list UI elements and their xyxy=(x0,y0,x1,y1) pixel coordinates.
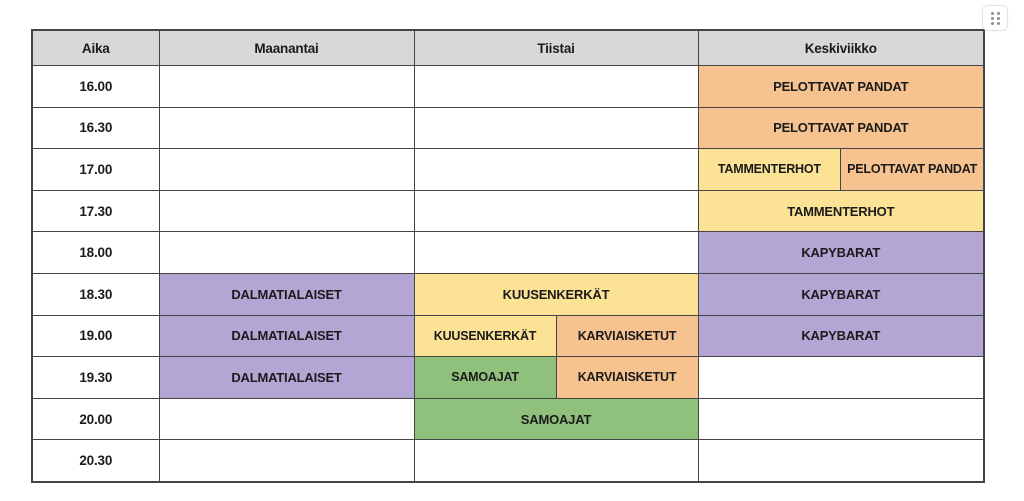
table-row: 20.00 SAMOAJAT xyxy=(31,397,985,441)
schedule-block[interactable]: DALMATIALAISET xyxy=(158,272,415,316)
schedule-block[interactable]: SAMOAJAT xyxy=(415,357,556,398)
schedule-block[interactable]: TAMMENTERHOT xyxy=(699,149,841,190)
schedule-cell-empty[interactable] xyxy=(158,189,415,233)
table-row: 17.30 TAMMENTERHOT xyxy=(31,189,985,233)
schedule-cell-empty[interactable] xyxy=(697,439,985,483)
schedule-block[interactable]: KUUSENKERKÄT xyxy=(415,316,556,356)
schedule-block[interactable]: TAMMENTERHOT xyxy=(697,189,985,233)
schedule-block[interactable]: KAPYBARAT xyxy=(697,272,985,316)
schedule-cell-empty[interactable] xyxy=(413,106,699,150)
schedule-cell-empty[interactable] xyxy=(413,148,699,191)
schedule-block[interactable]: KARVIAISKETUT xyxy=(555,357,697,398)
timetable: Aika Maanantai Tiistai Keskiviikko 16.00… xyxy=(31,29,985,483)
time-cell[interactable]: 16.30 xyxy=(31,106,160,150)
schedule-block[interactable]: DALMATIALAISET xyxy=(158,314,415,358)
time-cell[interactable]: 17.30 xyxy=(31,189,160,233)
schedule-cell-empty[interactable] xyxy=(158,439,415,483)
drag-handle-button[interactable] xyxy=(982,5,1008,31)
time-cell[interactable]: 17.00 xyxy=(31,148,160,191)
column-header-aika[interactable]: Aika xyxy=(31,29,160,66)
schedule-cell-empty[interactable] xyxy=(413,231,699,274)
table-row: 16.30 PELOTTAVAT PANDAT xyxy=(31,106,985,150)
schedule-cell-empty[interactable] xyxy=(697,397,985,441)
header-row: Aika Maanantai Tiistai Keskiviikko xyxy=(31,29,985,66)
time-cell[interactable]: 18.30 xyxy=(31,272,160,316)
column-header-keskiviikko[interactable]: Keskiviikko xyxy=(697,29,985,66)
schedule-cell: SAMOAJAT KARVIAISKETUT xyxy=(413,356,699,399)
table-row: 16.00 PELOTTAVAT PANDAT xyxy=(31,65,985,108)
schedule-cell-empty[interactable] xyxy=(158,397,415,441)
time-cell[interactable]: 19.30 xyxy=(31,356,160,399)
schedule-block[interactable]: PELOTTAVAT PANDAT xyxy=(840,149,983,190)
schedule-block[interactable]: KUUSENKERKÄT xyxy=(413,272,699,316)
schedule-cell-empty[interactable] xyxy=(413,65,699,108)
table-row: 19.30 DALMATIALAISET SAMOAJAT KARVIAISKE… xyxy=(31,356,985,399)
time-cell[interactable]: 19.00 xyxy=(31,314,160,358)
time-cell[interactable]: 18.00 xyxy=(31,231,160,274)
schedule-block[interactable]: KARVIAISKETUT xyxy=(555,316,697,356)
column-header-tiistai[interactable]: Tiistai xyxy=(413,29,699,66)
schedule-cell: TAMMENTERHOT PELOTTAVAT PANDAT xyxy=(697,148,985,191)
table-row: 17.00 TAMMENTERHOT PELOTTAVAT PANDAT xyxy=(31,148,985,191)
timetable-container: Aika Maanantai Tiistai Keskiviikko 16.00… xyxy=(31,29,985,483)
schedule-block[interactable]: KAPYBARAT xyxy=(697,314,985,358)
schedule-block[interactable]: PELOTTAVAT PANDAT xyxy=(697,106,985,150)
schedule-cell: KUUSENKERKÄT KARVIAISKETUT xyxy=(413,314,699,358)
schedule-block[interactable]: PELOTTAVAT PANDAT xyxy=(697,65,985,108)
schedule-block[interactable]: SAMOAJAT xyxy=(413,397,699,441)
time-cell[interactable]: 16.00 xyxy=(31,65,160,108)
schedule-cell-empty[interactable] xyxy=(158,65,415,108)
table-row: 19.00 DALMATIALAISET KUUSENKERKÄT KARVIA… xyxy=(31,314,985,358)
table-row: 20.30 xyxy=(31,439,985,483)
schedule-block[interactable]: KAPYBARAT xyxy=(697,231,985,274)
column-header-maanantai[interactable]: Maanantai xyxy=(158,29,415,66)
table-row: 18.30 DALMATIALAISET KUUSENKERKÄT KAPYBA… xyxy=(31,272,985,316)
schedule-cell-empty[interactable] xyxy=(158,231,415,274)
schedule-cell-empty[interactable] xyxy=(158,148,415,191)
six-dot-grid-icon xyxy=(990,11,1000,25)
schedule-cell-empty[interactable] xyxy=(413,189,699,233)
table-row: 18.00 KAPYBARAT xyxy=(31,231,985,274)
time-cell[interactable]: 20.00 xyxy=(31,397,160,441)
schedule-cell-empty[interactable] xyxy=(413,439,699,483)
time-cell[interactable]: 20.30 xyxy=(31,439,160,483)
schedule-block[interactable]: DALMATIALAISET xyxy=(158,356,415,399)
schedule-cell-empty[interactable] xyxy=(158,106,415,150)
schedule-cell-empty[interactable] xyxy=(697,356,985,399)
